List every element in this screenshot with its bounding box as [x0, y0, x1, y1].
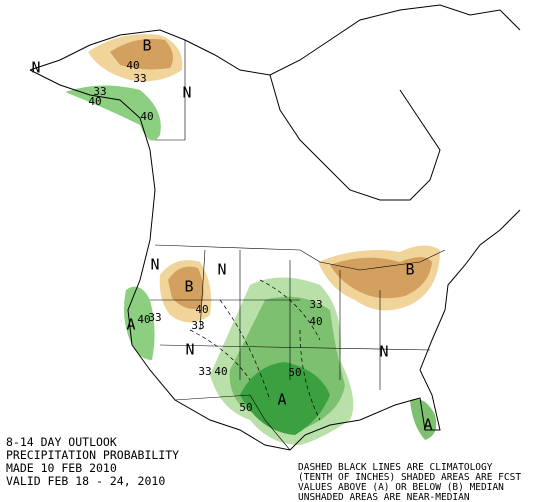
map-label: N: [31, 59, 40, 77]
map-label: 40: [126, 59, 139, 72]
note-line: UNSHADED AREAS ARE NEAR-MEDIAN: [298, 492, 470, 502]
note-line: DASHED BLACK LINES ARE CLIMATOLOGY: [298, 462, 493, 473]
map-label: 40: [140, 110, 153, 123]
map-label: 40: [309, 315, 322, 328]
map-label: A: [277, 391, 286, 409]
shaded-areas: [65, 34, 440, 445]
map-label: N: [185, 341, 194, 359]
note-line: VALUES ABOVE (A) OR BELOW (B) MEDIAN: [298, 482, 504, 493]
legend-note: DASHED BLACK LINES ARE CLIMATOLOGY (TENT…: [298, 462, 521, 502]
map-label: 33: [198, 365, 211, 378]
map-label: 33: [93, 85, 106, 98]
note-line: (TENTH OF INCHES) SHADED AREAS ARE FCST: [298, 472, 521, 483]
map-label: 33: [148, 311, 161, 324]
map-label: B: [142, 37, 151, 55]
map-outlines: [29, 4, 521, 451]
map-label: 40: [137, 313, 150, 326]
title-block: 8-14 DAY OUTLOOK PRECIPITATION PROBABILI…: [6, 435, 179, 488]
map-label: A: [126, 316, 135, 334]
map-label: 40: [214, 365, 227, 378]
map-label: 33: [133, 72, 146, 85]
map-label: N: [182, 84, 191, 102]
title-line: VALID FEB 18 - 24, 2010: [6, 474, 165, 488]
map-label: A: [423, 416, 432, 434]
map-label: N: [217, 261, 226, 279]
map-label: 33: [309, 298, 322, 311]
map-label: 40: [195, 303, 208, 316]
map-label: 50: [288, 366, 301, 379]
title-line: 8-14 DAY OUTLOOK: [6, 435, 117, 449]
map-label: B: [405, 261, 414, 279]
map-label: 33: [191, 319, 204, 332]
map-label: N: [150, 256, 159, 274]
map-label: N: [379, 343, 388, 361]
title-line: MADE 10 FEB 2010: [6, 461, 117, 475]
map-label: B: [184, 278, 193, 296]
title-line: PRECIPITATION PROBABILITY: [6, 448, 179, 462]
map-label: 40: [88, 95, 101, 108]
map-label: 50: [239, 401, 252, 414]
